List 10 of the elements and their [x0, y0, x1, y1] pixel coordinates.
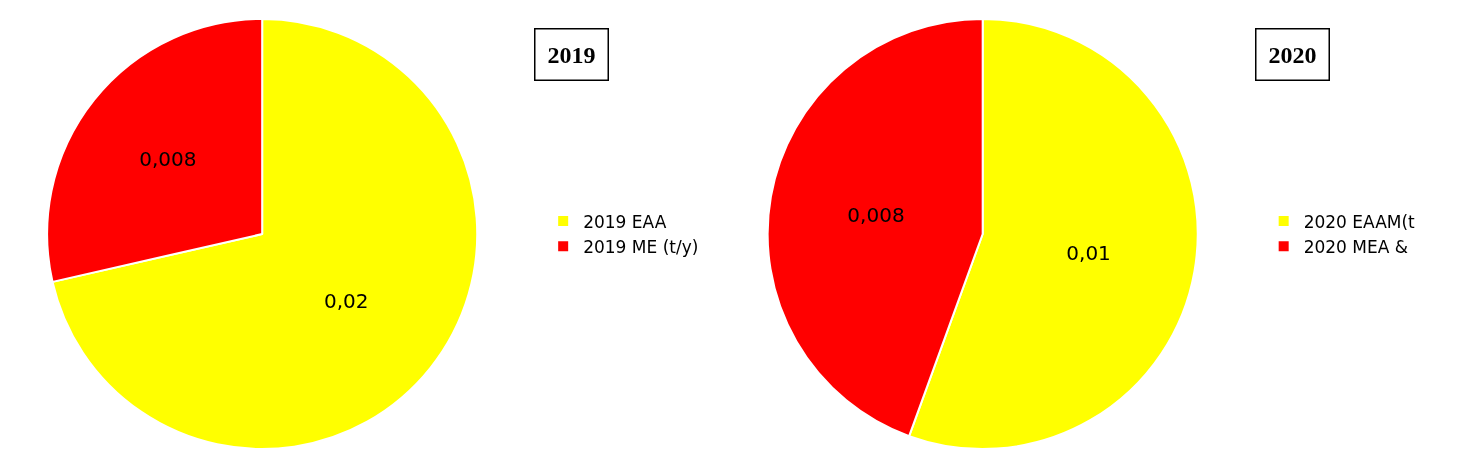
- data-label: 0,008: [847, 203, 905, 228]
- legend-label: 2019 ME (t/y): [583, 236, 699, 257]
- legend-label: 2019 EAA: [583, 211, 667, 232]
- text: 2019: [547, 41, 596, 68]
- legend-label: 2020 EAAM(t: [1303, 211, 1416, 232]
- data-label: 0,008: [139, 146, 197, 171]
- legend-label: 2020 MEA &: [1303, 236, 1409, 257]
- data-label: 0,02: [323, 289, 369, 314]
- text: 2020: [1268, 41, 1317, 68]
- data-label: 0,01: [1066, 240, 1111, 265]
